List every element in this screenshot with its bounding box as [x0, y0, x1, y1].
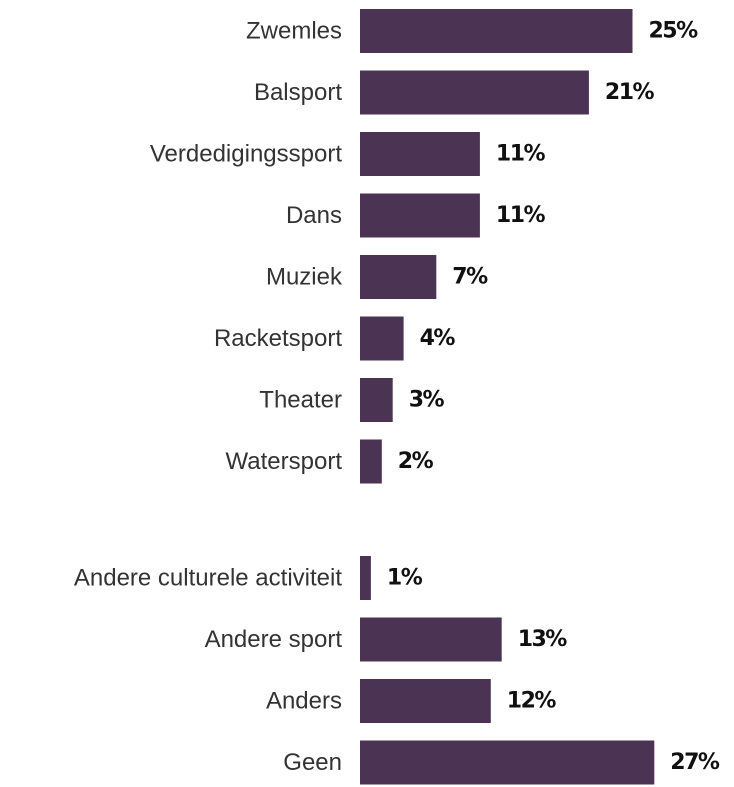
bar-andere-culturele-activiteit	[360, 556, 371, 600]
bar-balsport	[360, 70, 589, 115]
category-label-theater: Theater	[259, 387, 342, 414]
bar-zwemles	[360, 9, 633, 53]
category-label-balsport: Balsport	[254, 79, 342, 106]
value-label-muziek: 7%	[452, 265, 488, 290]
bar-verdedigingssport	[360, 132, 480, 176]
category-label-muziek: Muziek	[266, 264, 343, 291]
value-label-balsport: 21%	[605, 80, 655, 105]
bar-andere-sport	[360, 617, 502, 662]
category-label-andere-sport: Andere sport	[205, 626, 343, 653]
value-label-zwemles: 25%	[649, 19, 699, 44]
category-label-zwemles: Zwemles	[246, 18, 342, 45]
bar-theater	[360, 378, 393, 422]
bar-geen	[360, 740, 655, 785]
bar-racketsport	[360, 316, 404, 361]
value-label-racketsport: 4%	[420, 326, 456, 351]
category-label-verdedigingssport: Verdedigingssport	[150, 141, 342, 168]
value-label-verdedigingssport: 11%	[496, 142, 546, 167]
value-label-anders: 12%	[507, 689, 557, 714]
bar-watersport	[360, 439, 382, 484]
value-label-andere-sport: 13%	[518, 627, 568, 652]
category-label-anders: Anders	[266, 688, 342, 715]
value-label-andere-culturele-activiteit: 1%	[387, 566, 423, 591]
value-label-geen: 27%	[670, 750, 720, 775]
category-label-racketsport: Racketsport	[214, 325, 342, 352]
bar-anders	[360, 679, 491, 723]
bar-dans	[360, 193, 480, 238]
category-label-watersport: Watersport	[226, 448, 343, 475]
category-label-dans: Dans	[286, 202, 342, 229]
value-label-dans: 11%	[496, 203, 546, 228]
value-label-theater: 3%	[409, 388, 445, 413]
value-label-watersport: 2%	[398, 449, 434, 474]
category-label-geen: Geen	[283, 749, 342, 776]
bar-muziek	[360, 255, 437, 299]
category-label-andere-culturele-activiteit: Andere culturele activiteit	[74, 565, 342, 592]
